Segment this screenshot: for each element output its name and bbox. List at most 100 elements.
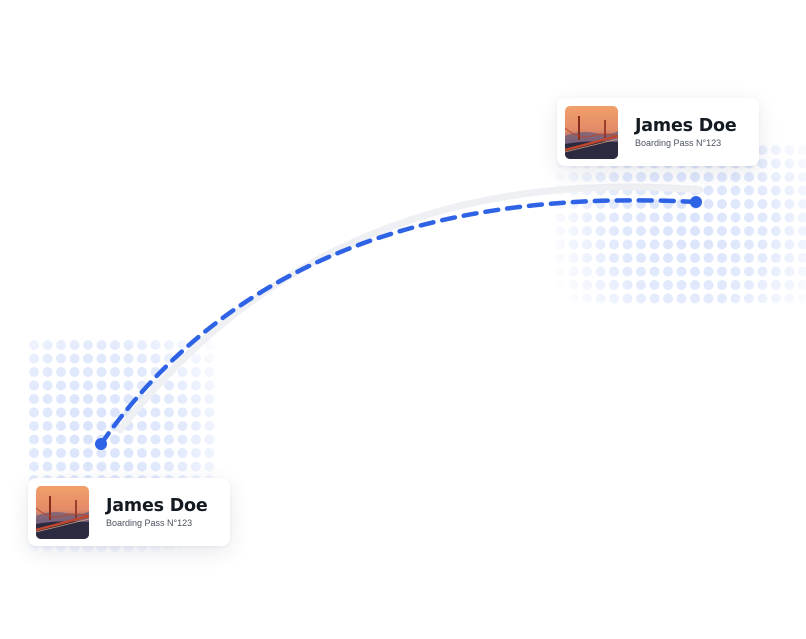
map-dot: [29, 367, 39, 377]
map-dot: [690, 280, 700, 290]
map-dot: [690, 293, 700, 304]
map-dot: [784, 212, 795, 223]
map-dot: [744, 266, 754, 277]
map-dot: [771, 212, 781, 223]
map-dot: [83, 353, 93, 364]
map-dot: [177, 434, 188, 445]
map-dot: [191, 407, 201, 418]
map-dot: [757, 145, 768, 155]
map-dot: [595, 253, 606, 263]
map-dot: [582, 266, 592, 277]
map-dot: [595, 172, 606, 182]
map-dot: [663, 280, 673, 290]
map-dot: [690, 253, 700, 263]
map-dot: [717, 185, 727, 196]
map-dot: [690, 212, 700, 223]
map-dot: [595, 239, 606, 250]
map-dot: [110, 367, 120, 377]
map-dot: [42, 353, 53, 364]
map-dot: [177, 421, 188, 431]
map-dot: [110, 407, 120, 418]
passenger-name: James Doe: [106, 495, 208, 516]
map-dot: [69, 394, 80, 404]
map-dot: [164, 394, 174, 404]
map-dot: [771, 199, 781, 209]
map-dot: [83, 448, 93, 458]
map-dot: [703, 253, 714, 263]
map-dot: [609, 280, 619, 290]
destination-dot-map: [555, 145, 806, 304]
map-dot: [96, 461, 107, 472]
map-dot: [622, 253, 633, 263]
map-dot: [757, 226, 768, 236]
map-dot: [757, 199, 768, 209]
map-dot: [555, 253, 565, 263]
map-dot: [69, 367, 80, 377]
map-dot: [798, 226, 806, 236]
map-dot: [204, 407, 215, 418]
map-dot: [568, 172, 579, 182]
map-dot: [96, 340, 107, 350]
map-dot: [771, 145, 781, 155]
map-dot: [42, 434, 53, 445]
map-dot: [568, 239, 579, 250]
map-dot: [83, 407, 93, 418]
map-dot: [609, 253, 619, 263]
map-dot: [757, 280, 768, 290]
map-dot: [744, 239, 754, 250]
map-dot: [744, 212, 754, 223]
map-dot: [150, 434, 161, 445]
map-dot: [177, 394, 188, 404]
map-dot: [29, 380, 39, 391]
map-dot: [730, 239, 741, 250]
map-dot: [110, 434, 120, 445]
map-dot: [622, 239, 633, 250]
map-dot: [204, 340, 215, 350]
origin-boarding-pass-card[interactable]: James Doe Boarding Pass N°123: [28, 478, 230, 546]
map-dot: [56, 421, 66, 431]
destination-boarding-pass-card[interactable]: James Doe Boarding Pass N°123: [557, 98, 759, 166]
map-dot: [555, 280, 565, 290]
map-dot: [595, 212, 606, 223]
map-dot: [784, 280, 795, 290]
map-dot: [703, 199, 714, 209]
map-dot: [609, 266, 619, 277]
map-dot: [690, 172, 700, 182]
map-dot: [83, 434, 93, 445]
map-dot: [177, 340, 188, 350]
map-dot: [83, 461, 93, 472]
map-dot: [191, 448, 201, 458]
map-dot: [703, 172, 714, 182]
map-dot: [636, 293, 646, 304]
map-dot: [191, 353, 201, 364]
map-dot: [703, 212, 714, 223]
map-dot: [110, 394, 120, 404]
map-dot: [110, 448, 120, 458]
map-dot: [676, 226, 687, 236]
map-dot: [150, 407, 161, 418]
map-dot: [622, 266, 633, 277]
map-dot: [798, 145, 806, 155]
map-dot: [717, 212, 727, 223]
boarding-pass-number: Boarding Pass N°123: [106, 517, 193, 528]
map-dot: [42, 394, 53, 404]
map-dot: [730, 199, 741, 209]
map-dot: [69, 353, 80, 364]
map-dot: [784, 172, 795, 182]
map-dot: [56, 434, 66, 445]
map-dot: [595, 280, 606, 290]
map-dot: [784, 145, 795, 155]
map-dot: [96, 421, 107, 431]
map-dot: [771, 158, 781, 169]
map-dot: [110, 340, 120, 350]
map-dot: [595, 293, 606, 304]
map-dot: [676, 212, 687, 223]
map-dot: [649, 280, 660, 290]
map-dot: [649, 266, 660, 277]
map-dot: [784, 293, 795, 304]
map-dot: [204, 367, 215, 377]
map-dot: [703, 185, 714, 196]
map-dot: [609, 172, 619, 182]
map-dot: [717, 226, 727, 236]
